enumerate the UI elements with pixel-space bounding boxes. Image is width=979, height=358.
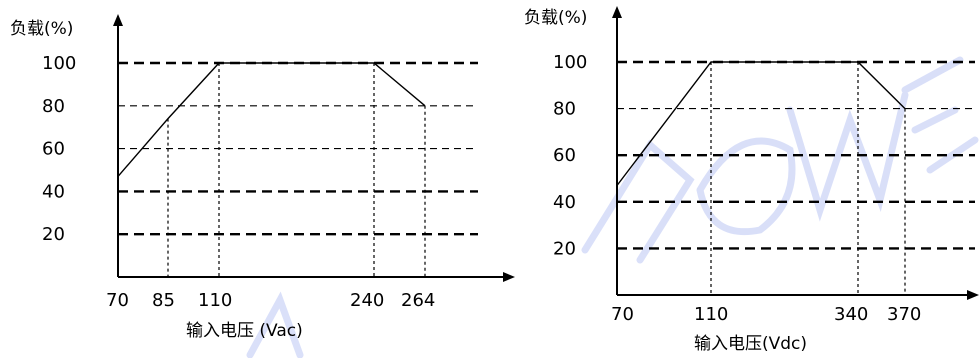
x-axis-title: 输入电压(Vdc) [694,334,807,354]
x-tick-labels: 70 110 340 370 [611,304,921,325]
watermark-marks [246,56,979,358]
axes [612,6,979,300]
x-tick-label: 70 [106,290,129,311]
y-tick-label: 100 [553,52,587,73]
grid-lines [617,60,975,250]
x-tick-label: 240 [350,290,384,311]
y-tick-labels: 20 40 60 80 100 [42,53,76,245]
x-tick-label: 370 [887,304,921,325]
x-tick-label: 110 [694,304,728,325]
x-axis-title: 输入电压 (Vac) [186,321,303,341]
x-axis-arrow [503,272,515,282]
y-tick-label: 80 [553,99,576,120]
series-line-path [616,61,906,186]
y-tick-label: 20 [42,224,65,245]
grid-lines [118,61,478,236]
x-tick-label: 110 [198,290,232,311]
x-axis-arrow [967,290,979,300]
axes [113,14,515,282]
series-line [616,61,906,186]
y-tick-label: 20 [553,238,576,259]
series-line [117,62,426,177]
watermark-stroke [786,91,909,222]
x-tick-label: 70 [611,304,634,325]
drop-lines [710,62,906,295]
y-tick-labels: 20 40 60 80 100 [553,52,587,259]
x-tick-label: 340 [834,304,868,325]
y-tick-label: 60 [553,145,576,166]
y-tick-label: 40 [42,181,65,202]
watermark-stroke [901,56,979,174]
y-tick-label: 100 [42,53,76,74]
x-tick-label: 85 [152,290,175,311]
chart-left: 20 40 60 80 100 70 85 110 240 264 负载(%) 输入电压 (Va… [10,14,515,341]
drop-lines [167,63,426,277]
x-tick-label: 264 [401,290,435,311]
y-axis-arrow [612,6,622,18]
y-tick-label: 40 [553,192,576,213]
chart-right: 20 40 60 80 100 70 110 340 370 负载(%) 输入电压(Vdc) [524,6,979,354]
watermark-stroke [696,137,796,236]
series-line-path [117,62,426,177]
y-tick-label: 60 [42,139,65,160]
y-axis-title: 负载(%) [524,8,587,28]
x-tick-labels: 70 85 110 240 264 [106,290,435,311]
y-axis-arrow [113,14,123,26]
y-axis-title: 负载(%) [10,19,73,39]
watermark-stroke [246,291,304,358]
y-tick-label: 80 [42,96,65,117]
